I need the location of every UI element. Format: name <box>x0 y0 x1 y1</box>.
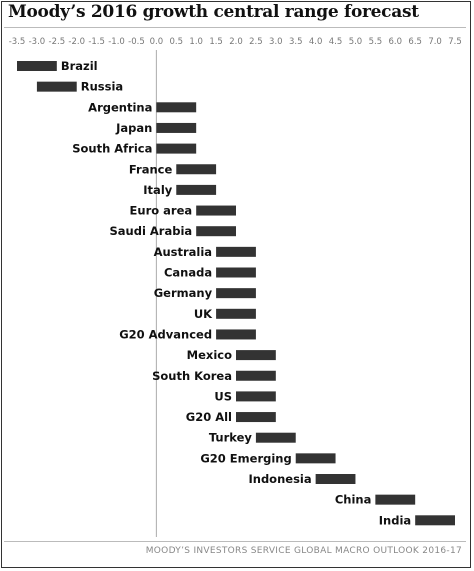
bar-china <box>375 494 416 505</box>
category-label: Euro area <box>130 204 193 218</box>
category-label: Canada <box>164 266 212 280</box>
bar-indonesia <box>315 474 356 484</box>
bar-france <box>176 164 217 175</box>
category-label: Russia <box>81 80 123 94</box>
category-label: G20 Advanced <box>119 327 212 341</box>
category-label: South Africa <box>72 142 152 156</box>
bar-uk <box>216 308 256 319</box>
category-label: Brazil <box>61 59 98 73</box>
title-divider <box>4 27 466 28</box>
x-tick-label: -1.5 <box>88 37 105 47</box>
bar-australia <box>216 246 256 257</box>
bar-mexico <box>236 350 276 361</box>
bar-italy <box>176 184 217 195</box>
x-tick-label: 4.0 <box>309 37 323 47</box>
bar-russia <box>36 81 77 92</box>
x-tick-label: 5.0 <box>349 37 363 47</box>
category-label: Italy <box>143 183 172 197</box>
bar-south-korea <box>236 370 276 381</box>
x-tick-label: 6.5 <box>408 37 422 47</box>
x-tick-label: 0.0 <box>150 37 164 47</box>
category-label: Mexico <box>187 348 232 362</box>
category-label: US <box>214 389 232 403</box>
category-label: Argentina <box>88 100 152 114</box>
bar-germany <box>216 288 256 299</box>
bar-canada <box>216 267 256 278</box>
x-tick-label: -1.0 <box>108 37 125 47</box>
category-label: G20 Emerging <box>200 451 291 465</box>
x-tick-label: -3.5 <box>9 37 26 47</box>
bar-south-africa <box>156 143 197 154</box>
bar-us <box>236 391 276 402</box>
x-tick-label: -3.0 <box>29 37 46 47</box>
x-axis-ticks: -3.5 -3.0 -2.5 -2.0 -1.5 -1.0 -0.5 0.0 0.5 1.0 1.5… <box>9 37 462 47</box>
category-label: Germany <box>154 286 213 300</box>
category-label: France <box>129 162 173 176</box>
bar-euro-area <box>196 205 236 216</box>
x-tick-label: -2.5 <box>49 37 66 47</box>
bar-japan <box>156 122 197 133</box>
x-tick-label: -0.5 <box>128 37 145 47</box>
category-label: Japan <box>115 121 152 135</box>
chart-title: Moody’s 2016 growth central range foreca… <box>8 2 419 22</box>
category-label: G20 All <box>186 410 232 424</box>
category-label: India <box>379 513 411 527</box>
bar-g20-advanced <box>216 329 256 340</box>
bar-g20-all <box>236 412 276 423</box>
category-label: China <box>335 493 372 507</box>
category-label: UK <box>194 307 213 321</box>
category-label: Indonesia <box>248 472 311 486</box>
x-tick-label: 2.0 <box>229 37 243 47</box>
bar-brazil <box>17 61 57 71</box>
x-tick-label: 6.0 <box>389 37 403 47</box>
bars <box>17 61 455 526</box>
footer-divider <box>4 541 466 542</box>
category-label: South Korea <box>152 369 232 383</box>
x-tick-label: -2.0 <box>68 37 85 47</box>
category-label: Saudi Arabia <box>109 224 192 238</box>
category-label: Australia <box>154 245 213 259</box>
bar-india <box>415 515 455 526</box>
source-note: MOODY’S INVESTORS SERVICE GLOBAL MACRO O… <box>145 546 462 556</box>
x-tick-label: 1.0 <box>189 37 203 47</box>
category-labels: Brazil Russia Argentina Japan South Africa Fr… <box>61 59 411 527</box>
x-tick-label: 5.5 <box>369 37 383 47</box>
x-tick-label: 0.5 <box>170 37 184 47</box>
bar-turkey <box>255 432 296 443</box>
bar-argentina <box>156 102 197 113</box>
x-tick-label: 2.5 <box>249 37 263 47</box>
x-tick-label: 3.0 <box>269 37 283 47</box>
category-label: Turkey <box>209 431 253 445</box>
x-tick-label: 4.5 <box>329 37 343 47</box>
bar-saudi-arabia <box>196 226 236 237</box>
x-tick-label: 7.0 <box>428 37 442 47</box>
x-tick-label: 7.5 <box>448 37 462 47</box>
x-tick-label: 1.5 <box>209 37 223 47</box>
bar-g20-emerging <box>295 453 336 464</box>
x-tick-label: 3.5 <box>289 37 303 47</box>
